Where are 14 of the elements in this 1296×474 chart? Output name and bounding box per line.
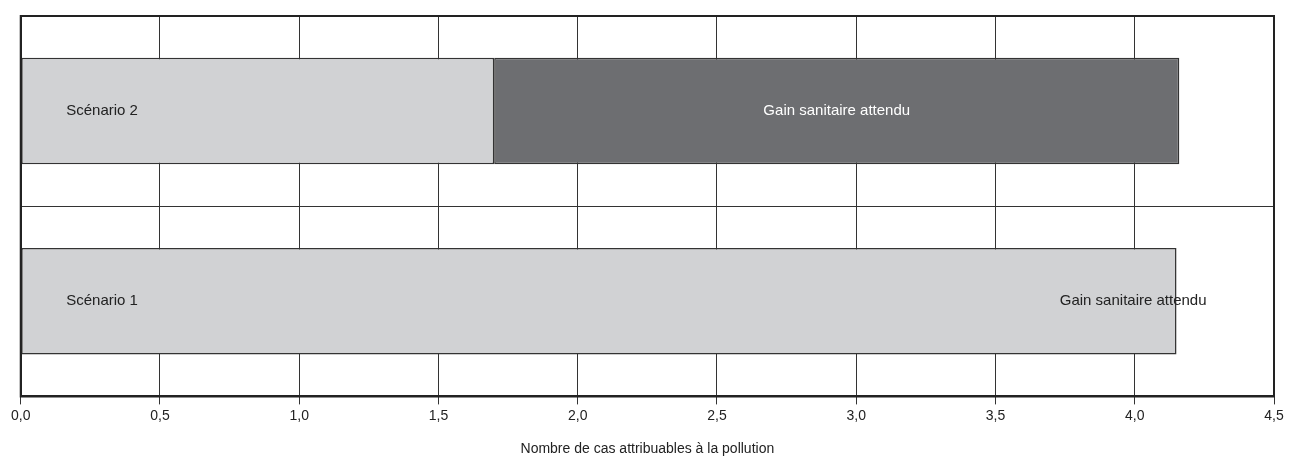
y-tick-label: Scénario 1: [66, 291, 138, 309]
x-tick-label: 3,0: [846, 406, 867, 423]
x-tick-label: 0,0: [11, 406, 31, 423]
x-axis-title: Nombre de cas attribuables à la pollution: [520, 440, 775, 457]
x-tick-label: 2,5: [707, 406, 727, 423]
x-tick-label: 2,0: [568, 406, 588, 423]
x-tick-label: 3,5: [985, 406, 1006, 423]
x-tick-label: 4,0: [1125, 406, 1145, 423]
x-tick-label: 0,5: [150, 406, 170, 423]
y-tick-label: Scénario 2: [66, 101, 138, 119]
x-tick-label: 1,0: [289, 406, 310, 423]
data-label: Gain sanitaire attendu: [763, 101, 911, 119]
x-tick-label: 4,5: [1264, 406, 1284, 423]
x-tick-label: 1,5: [428, 406, 449, 423]
